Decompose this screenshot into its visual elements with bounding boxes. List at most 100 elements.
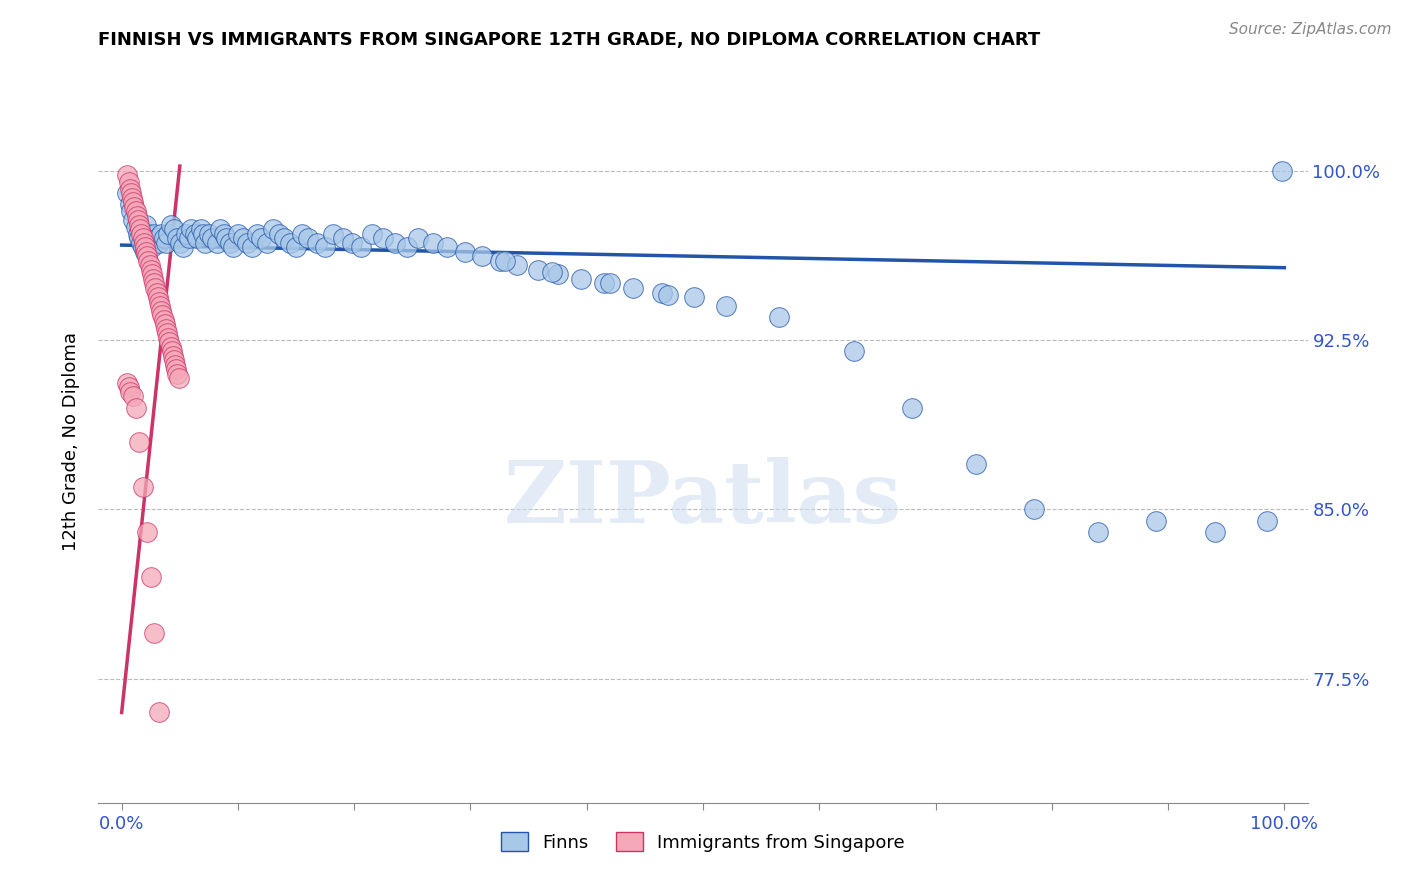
Point: [124, 200, 146, 214]
Point: [184, 227, 207, 241]
Point: [160, 344, 183, 359]
Point: [226, 227, 249, 241]
Point: [262, 222, 284, 236]
Point: [157, 331, 180, 345]
Point: [129, 222, 152, 236]
Point: [122, 195, 145, 210]
Point: [651, 285, 673, 300]
Point: [256, 235, 278, 250]
Legend: Finns, Immigrants from Singapore: Finns, Immigrants from Singapore: [494, 825, 912, 859]
Point: [527, 263, 550, 277]
Point: [145, 231, 167, 245]
Point: [340, 235, 363, 250]
Point: [128, 434, 150, 449]
Point: [166, 367, 188, 381]
Point: [350, 240, 373, 254]
Point: [267, 227, 290, 241]
Point: [155, 321, 177, 335]
Point: [569, 272, 592, 286]
Point: [297, 231, 319, 245]
Point: [134, 244, 156, 259]
Point: [159, 218, 181, 232]
Point: [163, 222, 186, 236]
Point: [179, 231, 201, 245]
Point: [245, 227, 267, 241]
Text: Source: ZipAtlas.com: Source: ZipAtlas.com: [1229, 22, 1392, 37]
Point: [547, 268, 569, 282]
Point: [236, 235, 259, 250]
Point: [215, 231, 238, 245]
Point: [1087, 524, 1109, 539]
Point: [232, 231, 254, 245]
Point: [143, 277, 166, 291]
Point: [136, 249, 159, 263]
Point: [240, 240, 263, 254]
Point: [198, 227, 221, 241]
Point: [150, 303, 173, 318]
Point: [422, 235, 444, 250]
Point: [117, 168, 139, 182]
Point: [143, 626, 166, 640]
Point: [314, 240, 336, 254]
Point: [127, 213, 149, 227]
Point: [135, 218, 157, 232]
Point: [124, 220, 146, 235]
Point: [540, 265, 562, 279]
Point: [506, 259, 529, 273]
Point: [118, 175, 141, 189]
Point: [373, 231, 395, 245]
Point: [155, 235, 177, 250]
Point: [186, 231, 208, 245]
Point: [1271, 163, 1294, 178]
Point: [150, 308, 173, 322]
Point: [159, 340, 181, 354]
Point: [209, 222, 232, 236]
Point: [134, 240, 156, 254]
Point: [273, 231, 295, 245]
Point: [141, 268, 163, 282]
Point: [1144, 514, 1167, 528]
Point: [125, 209, 148, 223]
Point: [120, 204, 142, 219]
Point: [118, 380, 141, 394]
Point: [165, 358, 187, 372]
Point: [285, 240, 308, 254]
Point: [278, 235, 301, 250]
Point: [165, 362, 187, 376]
Point: [131, 480, 153, 494]
Point: [1024, 502, 1046, 516]
Point: [190, 222, 212, 236]
Point: [141, 240, 163, 254]
Point: [844, 344, 866, 359]
Point: [148, 706, 170, 720]
Point: [180, 222, 202, 236]
Point: [488, 253, 510, 268]
Point: [120, 186, 142, 201]
Point: [153, 317, 176, 331]
Text: ZIPatlas: ZIPatlas: [503, 458, 903, 541]
Point: [167, 371, 190, 385]
Point: [1204, 524, 1226, 539]
Point: [118, 197, 141, 211]
Point: [212, 227, 235, 241]
Point: [142, 272, 165, 286]
Point: [222, 240, 245, 254]
Point: [152, 231, 174, 245]
Point: [169, 235, 191, 250]
Point: [121, 191, 143, 205]
Point: [131, 227, 153, 241]
Point: [453, 244, 475, 259]
Point: [152, 312, 174, 326]
Point: [360, 227, 382, 241]
Point: [139, 570, 162, 584]
Point: [127, 227, 149, 241]
Point: [657, 287, 679, 301]
Point: [150, 227, 173, 241]
Point: [118, 181, 141, 195]
Point: [122, 389, 145, 403]
Point: [205, 235, 228, 250]
Point: [593, 277, 616, 291]
Point: [322, 227, 344, 241]
Point: [122, 213, 145, 227]
Point: [332, 231, 354, 245]
